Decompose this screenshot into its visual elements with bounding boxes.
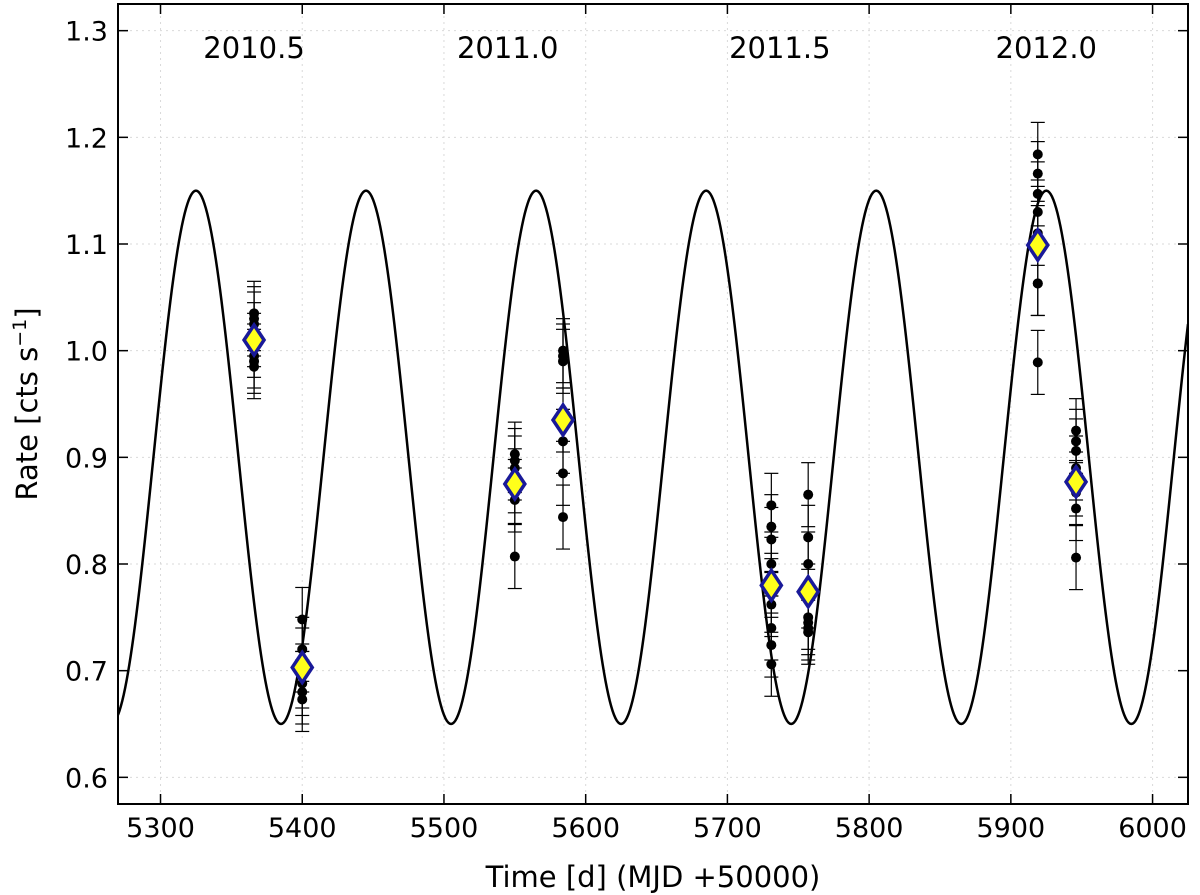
y-axis-title: Rate [cts s−1] [9,307,44,500]
y-tick-label: 0.6 [65,763,108,794]
data-point [766,521,777,532]
data-point [249,313,260,324]
x-tick-label: 5700 [693,813,762,844]
data-point [1071,552,1082,563]
axis-ticks [118,4,1188,804]
epoch-label: 2012.0 [996,31,1097,65]
mean-marker [290,649,315,686]
y-tick-label: 1.2 [65,123,108,154]
data-point [558,356,569,367]
plot-frame [117,3,1189,805]
data-point [766,659,777,670]
data-point [1032,278,1043,289]
x-tick-label: 5400 [268,813,337,844]
data-point [1071,503,1082,514]
data-point [1071,436,1082,447]
x-tick-label: 6000 [1118,813,1187,844]
epoch-labels: 2010.5 2011.0 2011.5 2012.0 [203,31,1097,65]
data-point [297,694,308,705]
model-curve [118,189,1188,726]
data-point [509,455,520,466]
y-tick-label: 0.9 [65,443,108,474]
data-point [1071,445,1082,456]
x-tick-label: 5500 [410,813,479,844]
epoch-label: 2011.0 [457,31,558,65]
data-point [766,500,777,511]
model-curve-layer [118,189,1188,726]
mean-marker [550,401,576,439]
data-point [766,534,777,545]
epoch-label: 2011.5 [729,31,830,65]
data-point [558,436,569,447]
data-point [1032,168,1043,179]
y-tick-label: 0.7 [65,657,108,688]
data-point [803,559,814,569]
x-tick-label: 5900 [976,813,1045,844]
data-point [297,614,308,625]
mean-marker [759,567,784,604]
y-tick-label: 1.3 [65,17,108,48]
x-tick-label: 5300 [126,813,195,844]
y-axis-title-prefix: Rate [cts s [10,347,44,501]
data-point [558,512,569,523]
y-tick-label: 0.8 [65,550,108,581]
mean-marker [796,573,821,610]
tick-labels: 5300 5400 5500 5600 5700 5800 5900 6000 0.6 0.7 0.… [65,17,1187,844]
data-point [766,559,777,569]
mean-marker [1025,226,1050,264]
data-point [558,468,569,479]
x-tick-label: 5600 [551,813,620,844]
data-point [766,623,777,633]
data-point [1032,357,1043,368]
data-point [766,640,777,651]
x-tick-label: 5800 [835,813,904,844]
data-point [803,489,814,500]
data-point [803,532,814,543]
data-point [803,627,814,638]
data-point [1032,188,1043,199]
mean-marker [1063,463,1089,501]
data-point [766,599,777,610]
y-axis-title-superscript: −1 [9,319,31,347]
mean-markers-layer [241,226,1089,686]
epoch-label: 2010.5 [203,31,304,65]
x-axis-title: Time [d] (MJD +50000) [485,860,821,894]
data-point [297,687,308,697]
mean-marker [241,321,267,359]
y-tick-label: 1.0 [65,337,108,368]
data-point [1071,425,1082,436]
data-point [1032,149,1043,160]
data-point [509,551,520,562]
data-point [249,356,260,367]
y-axis-title-suffix: ] [10,307,44,318]
y-tick-label: 1.1 [65,230,108,261]
mean-marker [502,465,527,503]
data-point [1032,207,1043,217]
